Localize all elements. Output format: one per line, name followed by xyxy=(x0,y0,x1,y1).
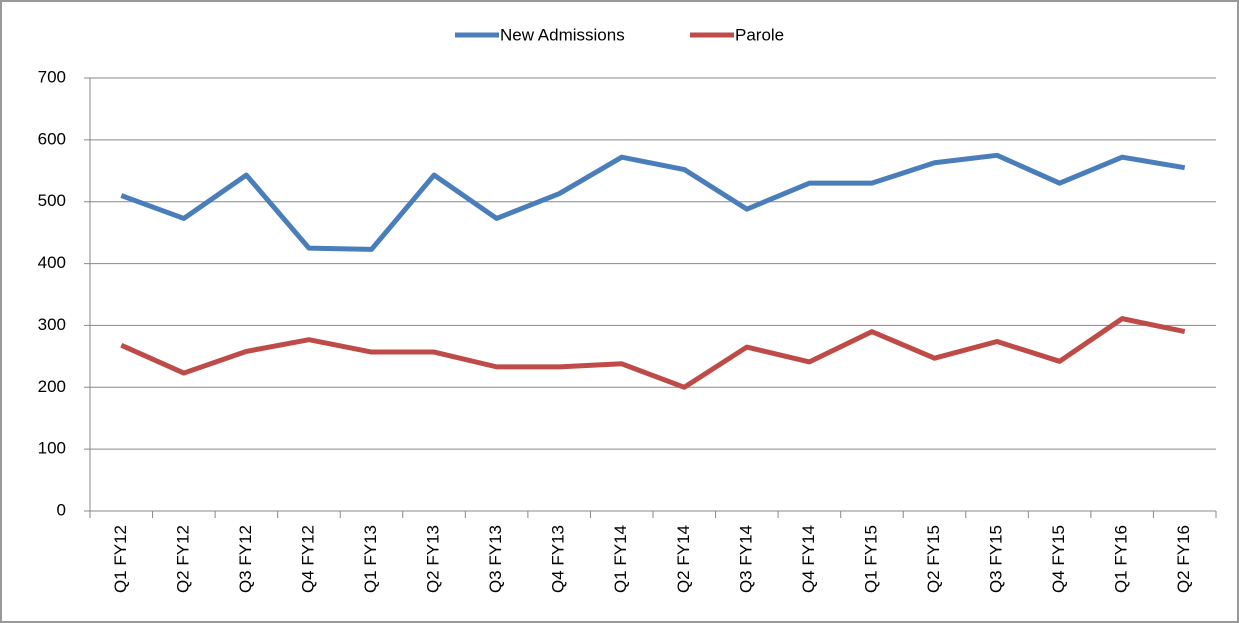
x-tick-label: Q1 FY16 xyxy=(1112,525,1131,593)
x-tick-label: Q2 FY13 xyxy=(424,525,443,593)
x-tick-label: Q4 FY15 xyxy=(1049,525,1068,593)
x-tick-label: Q2 FY14 xyxy=(674,525,693,593)
y-tick-label: 100 xyxy=(38,439,66,458)
y-tick-label: 300 xyxy=(38,315,66,334)
y-tick-label: 500 xyxy=(38,191,66,210)
x-tick-label: Q1 FY12 xyxy=(111,525,130,593)
x-tick-label: Q4 FY12 xyxy=(298,525,317,593)
x-tick-label: Q2 FY12 xyxy=(173,525,192,593)
x-tick-label: Q2 FY15 xyxy=(924,525,943,593)
y-tick-label: 700 xyxy=(38,67,66,86)
x-tick-label: Q3 FY13 xyxy=(486,525,505,593)
series-line xyxy=(120,316,1186,390)
legend-label: New Admissions xyxy=(500,25,625,44)
x-tick-label: Q1 FY14 xyxy=(611,525,630,593)
y-tick-label: 600 xyxy=(38,129,66,148)
x-tick-label: Q4 FY13 xyxy=(549,525,568,593)
series-line xyxy=(120,152,1186,252)
y-tick-label: 0 xyxy=(57,500,66,519)
y-tick-label: 200 xyxy=(38,377,66,396)
x-tick-label: Q1 FY15 xyxy=(861,525,880,593)
legend-label: Parole xyxy=(735,25,784,44)
y-tick-label: 400 xyxy=(38,253,66,272)
x-tick-label: Q3 FY12 xyxy=(236,525,255,593)
x-tick-label: Q3 FY14 xyxy=(736,525,755,593)
x-tick-label: Q3 FY15 xyxy=(987,525,1006,593)
x-tick-label: Q4 FY14 xyxy=(799,525,818,593)
x-tick-label: Q2 FY16 xyxy=(1174,525,1193,593)
x-tick-label: Q1 FY13 xyxy=(361,525,380,593)
